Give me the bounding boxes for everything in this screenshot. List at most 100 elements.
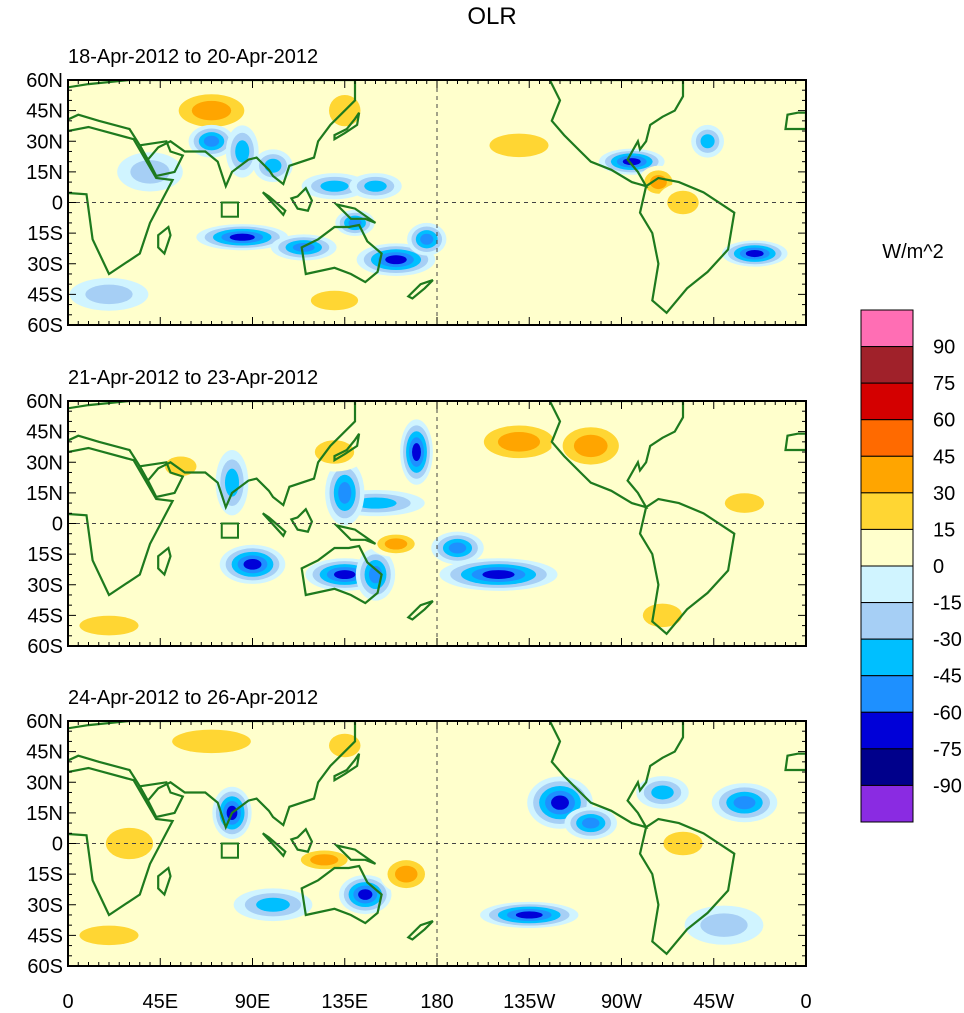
coastline bbox=[406, 920, 434, 941]
anomaly-contour bbox=[667, 190, 699, 215]
anomaly-contour bbox=[256, 897, 290, 912]
region-box bbox=[220, 201, 239, 218]
coastline bbox=[784, 111, 806, 131]
anomaly-feature bbox=[295, 284, 374, 317]
anomaly-feature bbox=[318, 725, 371, 766]
map-panels: 60N 45N 30N 15N 0 15S 30S 45S 60S 18-Apr-2012 to … bbox=[26, 46, 807, 978]
x-tick-label: 45W bbox=[693, 991, 734, 1013]
panel-date-range: 18-Apr-2012 to 20-Apr-2012 bbox=[68, 46, 318, 68]
coastline bbox=[157, 866, 172, 897]
anomaly-feature bbox=[253, 149, 293, 183]
figure-title: OLR bbox=[467, 3, 516, 30]
panel-date-range: 24-Apr-2012 to 26-Apr-2012 bbox=[68, 687, 318, 709]
anomaly-contour bbox=[395, 865, 418, 883]
anomaly-feature bbox=[684, 905, 764, 945]
anomaly-contour bbox=[358, 889, 373, 900]
anomaly-feature bbox=[188, 124, 235, 158]
anomaly-feature bbox=[196, 224, 289, 251]
y-tick-label: 30N bbox=[26, 452, 63, 474]
coastline bbox=[157, 225, 172, 256]
y-tick-label: 30S bbox=[27, 575, 63, 597]
coastline bbox=[300, 223, 383, 284]
anomaly-feature bbox=[219, 544, 286, 584]
y-tick-label: 60S bbox=[27, 956, 63, 978]
anomaly-contour bbox=[368, 565, 383, 584]
y-tick-label: 15S bbox=[27, 544, 63, 566]
region-box bbox=[220, 522, 239, 539]
anomaly-contour bbox=[700, 134, 715, 149]
colorbar-swatch bbox=[860, 565, 914, 604]
anomaly-contour bbox=[497, 432, 541, 452]
colorbar-swatch bbox=[860, 309, 914, 348]
colorbar-swatch bbox=[860, 492, 914, 530]
map-panel: 60N 45N 30N 15N 0 15S 30S 45S 60S 18-Apr-2012 to … bbox=[26, 46, 807, 337]
colorbar-level-label: -60 bbox=[933, 702, 962, 724]
anomaly-contour bbox=[243, 558, 262, 570]
anomaly-contour bbox=[515, 911, 543, 919]
colorbar-level-label: 15 bbox=[933, 519, 955, 541]
coastline bbox=[761, 72, 777, 78]
map-panel: 60N 45N 30N 15N 0 15S 30S 45S 60S 24-Apr-2012 to … bbox=[26, 687, 807, 978]
y-tick-label: 15S bbox=[27, 864, 63, 886]
anomaly-feature bbox=[400, 419, 433, 485]
colorbar-level-label: 60 bbox=[933, 410, 955, 432]
colorbar-swatch bbox=[860, 602, 914, 640]
y-tick-label: 45N bbox=[26, 422, 63, 444]
y-tick-label: 30S bbox=[27, 895, 63, 917]
anomaly-feature bbox=[431, 531, 484, 565]
x-axis-tick-labels: 0 45E 90E 135E 180 135W 90W 45W 0 bbox=[62, 991, 811, 1013]
region-box bbox=[220, 842, 239, 859]
x-tick-label: 135W bbox=[503, 991, 555, 1013]
anomaly-feature bbox=[335, 209, 375, 236]
anomaly-contour bbox=[482, 570, 515, 579]
coastline bbox=[548, 721, 685, 830]
anomaly-feature bbox=[480, 901, 579, 929]
colorbar-swatch bbox=[860, 528, 914, 567]
y-tick-label: 45N bbox=[26, 101, 63, 123]
anomaly-feature bbox=[439, 558, 558, 591]
coastline bbox=[138, 140, 185, 178]
x-tick-label: 180 bbox=[420, 991, 453, 1013]
y-tick-label: 15N bbox=[26, 803, 63, 825]
y-tick-label: 45S bbox=[27, 605, 63, 627]
anomaly-contour bbox=[314, 440, 355, 464]
anomaly-contour bbox=[203, 135, 220, 147]
anomaly-feature bbox=[711, 783, 778, 823]
colorbar-level-label: -45 bbox=[933, 666, 962, 688]
anomaly-feature bbox=[469, 125, 569, 165]
y-tick-label: 45S bbox=[27, 925, 63, 947]
anomaly-feature bbox=[691, 124, 724, 158]
anomaly-feature bbox=[301, 173, 368, 200]
anomaly-contour bbox=[165, 456, 197, 477]
colorbar-level-label: 90 bbox=[933, 337, 955, 359]
anomaly-contour bbox=[264, 158, 282, 173]
anomaly-contour bbox=[105, 827, 154, 860]
panel-date-range: 21-Apr-2012 to 23-Apr-2012 bbox=[68, 367, 318, 389]
coastline bbox=[333, 753, 361, 783]
coastlines bbox=[68, 401, 806, 636]
coastline bbox=[261, 512, 287, 538]
y-tick-label: 0 bbox=[52, 834, 63, 856]
coastline bbox=[333, 523, 377, 545]
anomaly-contour bbox=[582, 817, 600, 829]
anomaly-feature bbox=[225, 125, 259, 178]
anomaly-feature bbox=[233, 888, 313, 922]
colorbar-swatch bbox=[860, 675, 914, 713]
colorbar-swatch bbox=[860, 784, 914, 823]
anomaly-contour bbox=[745, 249, 764, 258]
anomaly-feature bbox=[369, 530, 423, 557]
anomaly-contour bbox=[573, 434, 608, 458]
anomaly-contour bbox=[79, 615, 139, 636]
anomaly-feature bbox=[721, 240, 788, 267]
coastline bbox=[638, 817, 736, 956]
y-tick-label: 15N bbox=[26, 162, 63, 184]
anomaly-contour bbox=[733, 796, 756, 810]
anomaly-feature bbox=[165, 87, 258, 134]
colorbar-swatch bbox=[860, 346, 914, 384]
coastline bbox=[761, 713, 777, 719]
y-tick-label: 0 bbox=[52, 193, 63, 215]
coastline bbox=[406, 600, 434, 621]
y-tick-label: 60S bbox=[27, 315, 63, 337]
anomaly-feature bbox=[355, 548, 396, 601]
colorbar-level-label: 45 bbox=[933, 446, 955, 468]
